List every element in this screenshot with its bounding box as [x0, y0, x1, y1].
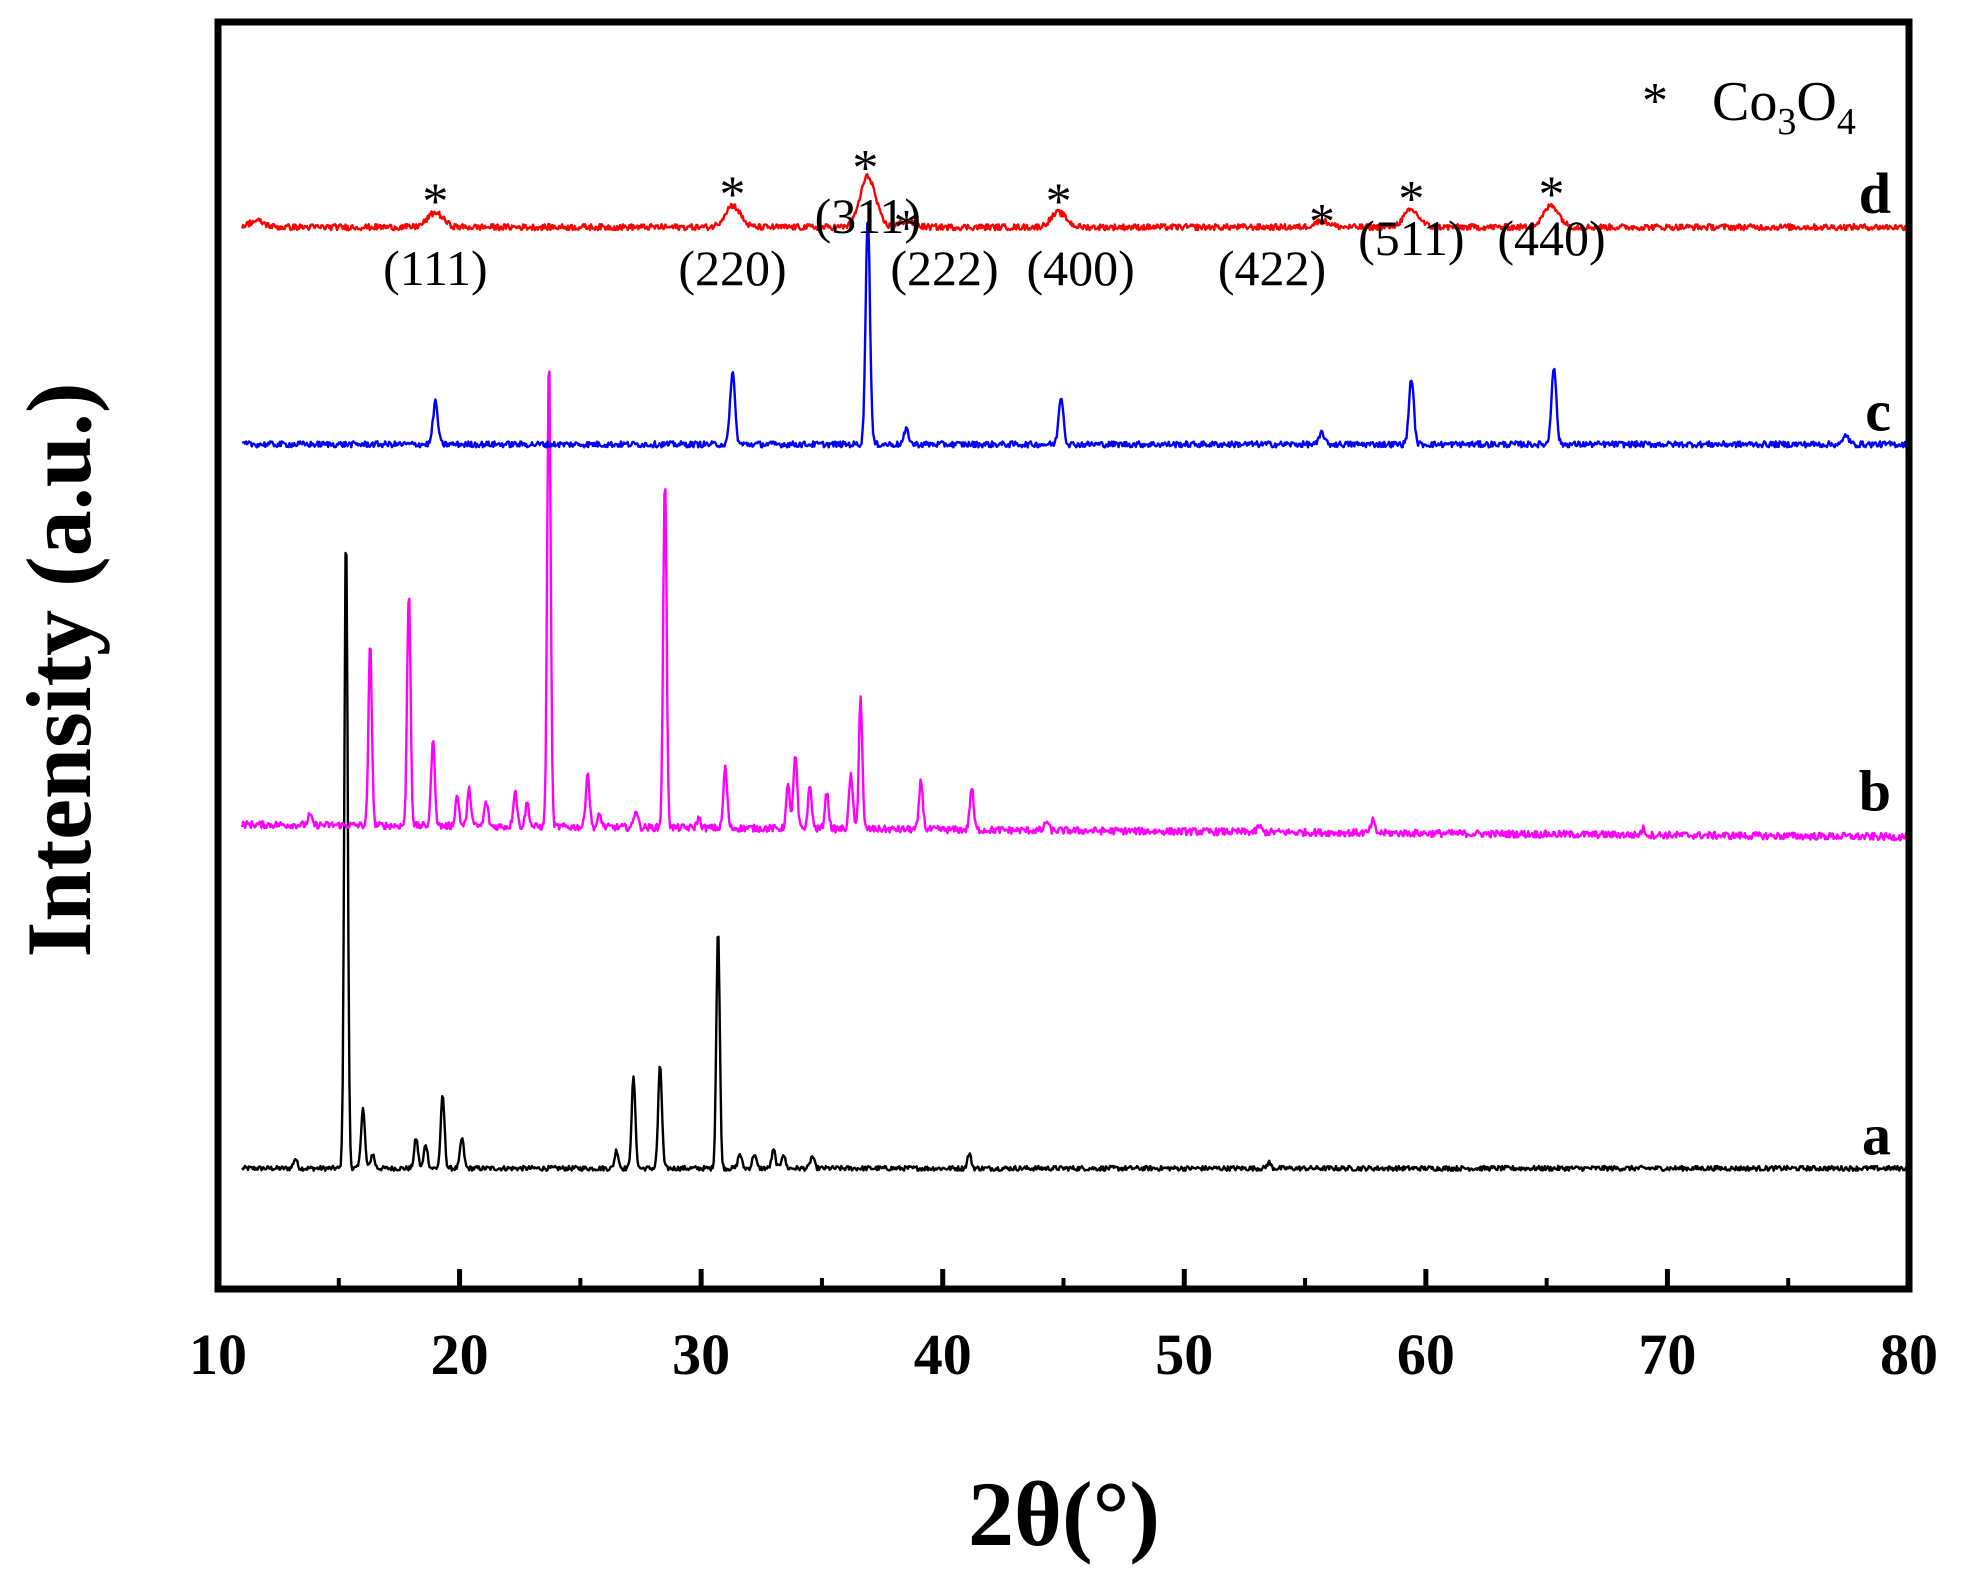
x-tick-label-30: 30: [672, 1322, 730, 1387]
peak-marker-star: *: [1538, 166, 1564, 223]
x-axis-title: 2θ(°): [968, 1463, 1160, 1565]
series-line-a: [241, 551, 1911, 1172]
series-line-c: [241, 220, 1911, 449]
peak-marker-star: *: [1046, 174, 1072, 231]
x-tick-label-10: 10: [189, 1322, 247, 1387]
legend-label: Co3O4: [1712, 71, 1856, 143]
series-label-d: d: [1859, 161, 1891, 226]
peak-label: (440): [1497, 210, 1605, 266]
peak-label: (222): [890, 240, 998, 296]
peak-label: (111): [383, 240, 488, 296]
legend-marker: *: [1642, 73, 1668, 130]
peak-label: (400): [1027, 240, 1135, 296]
series-layer: a b c d: [241, 161, 1911, 1172]
peak-label: (220): [678, 240, 786, 296]
peak-marker-star: *: [893, 200, 919, 257]
series-label-c: c: [1865, 378, 1891, 443]
legend-text-main: Co: [1712, 71, 1777, 133]
peak-marker-star: *: [1309, 194, 1335, 251]
x-tick-label-80: 80: [1880, 1322, 1938, 1387]
peak-label: (422): [1218, 240, 1326, 296]
x-tick-layer: 10 20 30 40 50 60 70 80: [189, 1269, 1938, 1387]
series-label-b: b: [1859, 758, 1891, 823]
peak-marker-star: *: [422, 174, 448, 231]
legend: * Co3O4: [1642, 71, 1856, 143]
series-line-d: [241, 173, 1910, 232]
peak-label: (311): [815, 188, 921, 244]
annotation-layer: *(111)*(220)*(311)*(222)*(400)*(422)*(51…: [383, 140, 1606, 296]
x-tick-label-60: 60: [1397, 1322, 1455, 1387]
x-tick-label-50: 50: [1155, 1322, 1213, 1387]
x-tick-label-70: 70: [1638, 1322, 1696, 1387]
peak-label: (511): [1358, 210, 1464, 266]
peak-marker-star: *: [1398, 171, 1424, 228]
series-line-b: [241, 370, 1911, 842]
peak-marker-star: *: [720, 166, 746, 223]
x-tick-label-40: 40: [914, 1322, 972, 1387]
x-tick-label-20: 20: [431, 1322, 489, 1387]
y-axis-title: Intensity (a.u.): [8, 382, 110, 957]
peak-marker-star: *: [852, 140, 878, 197]
legend-text-mid: O: [1796, 71, 1836, 133]
legend-sub-2: 4: [1837, 101, 1856, 143]
series-label-a: a: [1862, 1102, 1891, 1167]
legend-sub-1: 3: [1777, 101, 1796, 143]
